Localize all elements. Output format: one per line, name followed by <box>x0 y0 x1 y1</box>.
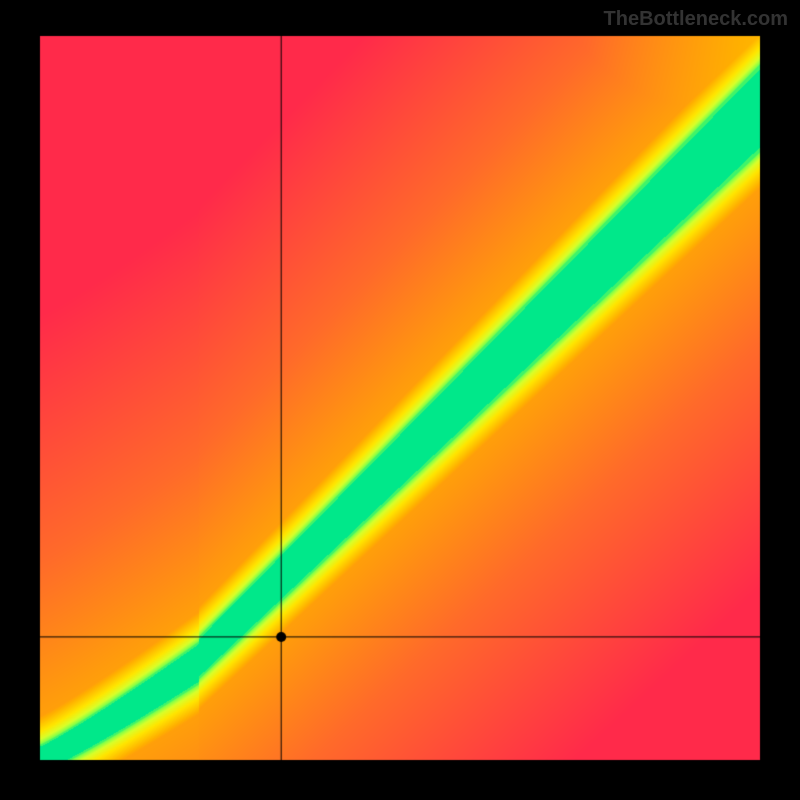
watermark-label: TheBottleneck.com <box>604 8 788 31</box>
chart-container: TheBottleneck.com <box>0 0 800 800</box>
bottleneck-heatmap <box>0 0 800 800</box>
